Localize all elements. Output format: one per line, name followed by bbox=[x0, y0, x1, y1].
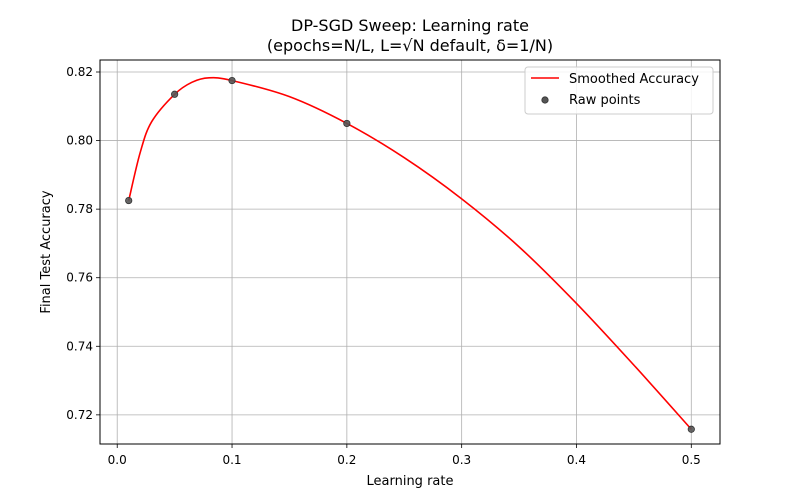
x-tick-label: 0.1 bbox=[222, 453, 241, 467]
chart-title-line-2: (epochs=N/L, L=√N default, δ=1/N) bbox=[267, 36, 553, 55]
y-tick-label: 0.80 bbox=[66, 134, 93, 148]
x-tick-label: 0.3 bbox=[452, 453, 471, 467]
raw-data-point bbox=[125, 196, 133, 205]
y-tick-label: 0.74 bbox=[66, 339, 93, 353]
plot-area bbox=[99, 59, 721, 445]
legend-label-raw: Raw points bbox=[569, 93, 641, 108]
smoothed-accuracy-line bbox=[127, 76, 692, 430]
x-tick-label: 0.5 bbox=[682, 453, 701, 467]
grid-layer bbox=[100, 60, 720, 444]
legend: Smoothed Accuracy Raw points bbox=[524, 66, 714, 115]
raw-data-point bbox=[343, 119, 351, 128]
legend-label-smoothed: Smoothed Accuracy bbox=[569, 72, 699, 87]
raw-data-point bbox=[687, 425, 695, 433]
y-tick-label: 0.76 bbox=[66, 271, 93, 285]
x-tick-label: 0.0 bbox=[108, 453, 127, 467]
series-layer bbox=[125, 76, 695, 433]
y-tick-label: 0.78 bbox=[66, 202, 93, 216]
y-axis-label: Final Test Accuracy bbox=[39, 190, 54, 313]
raw-data-point bbox=[171, 90, 179, 98]
chart-title-line-1: DP-SGD Sweep: Learning rate bbox=[291, 16, 529, 35]
y-tick-label: 0.82 bbox=[66, 65, 93, 79]
raw-data-point bbox=[228, 76, 236, 85]
legend-box bbox=[524, 66, 714, 115]
x-tick-label: 0.4 bbox=[567, 453, 586, 467]
x-axis-label: Learning rate bbox=[367, 474, 454, 489]
x-tick-label: 0.2 bbox=[337, 453, 356, 467]
tick-layer: 0.0 0.1 0.2 0.3 0.4 0.5 0.72 0.74 0.76 0.78 0.80 0.… bbox=[66, 65, 701, 467]
legend-point-swatch bbox=[541, 96, 549, 104]
y-tick-label: 0.72 bbox=[66, 408, 93, 422]
